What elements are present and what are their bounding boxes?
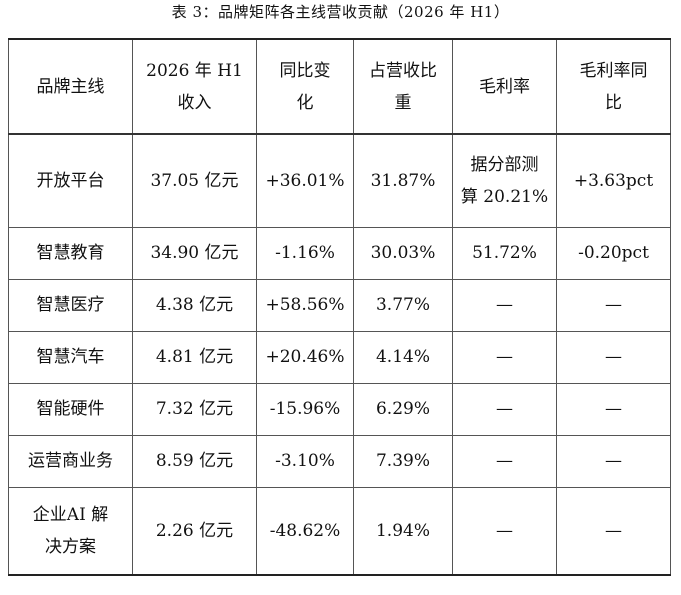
table-row: 智慧教育 34.90 亿元 -1.16% 30.03% 51.72% -0.20… (8, 226, 671, 280)
cell-text: 智慧汽车 (36, 347, 105, 367)
cell-revenue: 4.81 亿元 (132, 330, 257, 384)
table-row: 智能硬件 7.32 亿元 -15.96% 6.29% — — (8, 382, 671, 436)
cell-revenue: 8.59 亿元 (132, 434, 257, 488)
cell-brand: 智慧教育 (8, 226, 133, 280)
cell-text: 智慧教育 (36, 243, 105, 263)
cell-brand: 智能硬件 (8, 382, 133, 436)
header-cell-revenue: 2026 年 H1 收入 (132, 38, 257, 135)
table-caption: 表 3：品牌矩阵各主线营收贡献（2026 年 H1） (171, 3, 510, 21)
cell-text: 据分部测 (470, 154, 539, 175)
header-text: 重 (394, 92, 412, 113)
cell-revenue: 7.32 亿元 (132, 382, 257, 436)
cell-brand: 运营商业务 (8, 434, 133, 488)
cell-brand: 智慧汽车 (8, 330, 133, 384)
header-cell-yoy: 同比变 化 (256, 38, 354, 135)
cell-text: — (496, 295, 513, 315)
cell-margin-yoy: — (556, 486, 671, 576)
cell-text: 运营商业务 (28, 451, 113, 471)
cell-brand: 智慧医疗 (8, 278, 133, 332)
cell-margin: 51.72% (452, 226, 557, 280)
header-cell-margin: 毛利率 (452, 38, 557, 135)
cell-yoy: +58.56% (256, 278, 354, 332)
cell-text: — (496, 347, 513, 367)
header-text: 毛利率同 (579, 60, 648, 81)
cell-margin-yoy: -0.20pct (556, 226, 671, 280)
cell-margin-yoy: +3.63pct (556, 133, 671, 228)
table-row: 智慧汽车 4.81 亿元 +20.46% 4.14% — — (8, 330, 671, 384)
header-cell-share: 占营收比 重 (353, 38, 453, 135)
cell-margin-yoy: — (556, 434, 671, 488)
header-text: 同比变 (279, 60, 331, 81)
header-text: 比 (605, 92, 622, 113)
cell-margin: 据分部测 算 20.21% (452, 133, 557, 228)
cell-text: 51.72% (472, 243, 537, 263)
cell-margin-yoy: — (556, 382, 671, 436)
cell-share: 30.03% (353, 226, 453, 280)
header-text: 收入 (177, 92, 212, 113)
cell-revenue: 34.90 亿元 (132, 226, 257, 280)
cell-text: — (496, 520, 513, 541)
cell-brand: 开放平台 (8, 133, 133, 228)
cell-share: 1.94% (353, 486, 453, 576)
table-row: 开放平台 37.05 亿元 +36.01% 31.87% 据分部测 算 20.2… (8, 133, 671, 228)
cell-yoy: -15.96% (256, 382, 354, 436)
cell-text: 企业AI 解 (32, 504, 109, 525)
cell-revenue: 2.26 亿元 (132, 486, 257, 576)
header-text: 毛利率 (479, 76, 530, 97)
cell-yoy: -1.16% (256, 226, 354, 280)
cell-brand: 企业AI 解 决方案 (8, 486, 133, 576)
cell-margin-yoy: — (556, 330, 671, 384)
header-cell-margin-yoy: 毛利率同 比 (556, 38, 671, 135)
header-text: 化 (296, 92, 314, 113)
cell-revenue: 4.38 亿元 (132, 278, 257, 332)
cell-text: — (496, 399, 513, 419)
cell-share: 7.39% (353, 434, 453, 488)
cell-margin: — (452, 486, 557, 576)
table-row: 智慧医疗 4.38 亿元 +58.56% 3.77% — — (8, 278, 671, 332)
cell-yoy: +20.46% (256, 330, 354, 384)
cell-margin: — (452, 434, 557, 488)
cell-revenue: 37.05 亿元 (132, 133, 257, 228)
cell-margin: — (452, 330, 557, 384)
cell-text: 决方案 (45, 536, 96, 557)
cell-text: — (496, 451, 513, 471)
cell-text: 算 20.21% (460, 186, 549, 207)
cell-text: 开放平台 (36, 170, 105, 191)
header-cell-brand: 品牌主线 (8, 38, 133, 135)
cell-text: 智慧医疗 (36, 295, 105, 315)
cell-yoy: -3.10% (256, 434, 354, 488)
cell-share: 4.14% (353, 330, 453, 384)
cell-share: 3.77% (353, 278, 453, 332)
cell-margin: — (452, 382, 557, 436)
cell-share: 6.29% (353, 382, 453, 436)
cell-margin: — (452, 278, 557, 332)
cell-share: 31.87% (353, 133, 453, 228)
table-row: 企业AI 解 决方案 2.26 亿元 -48.62% 1.94% — — (8, 486, 671, 576)
cell-margin-yoy: — (556, 278, 671, 332)
cell-text: 智能硬件 (36, 399, 105, 419)
revenue-table: 品牌主线 2026 年 H1 收入 同比变 化 占营收比 重 毛利率 毛利率同 … (8, 38, 671, 576)
header-text: 占营收比 (369, 60, 437, 81)
table-row: 运营商业务 8.59 亿元 -3.10% 7.39% — — (8, 434, 671, 488)
cell-yoy: +36.01% (256, 133, 354, 228)
cell-yoy: -48.62% (256, 486, 354, 576)
header-text: 品牌主线 (36, 76, 105, 97)
table-header-row: 品牌主线 2026 年 H1 收入 同比变 化 占营收比 重 毛利率 毛利率同 … (8, 38, 671, 135)
header-text: 2026 年 H1 (146, 60, 243, 81)
